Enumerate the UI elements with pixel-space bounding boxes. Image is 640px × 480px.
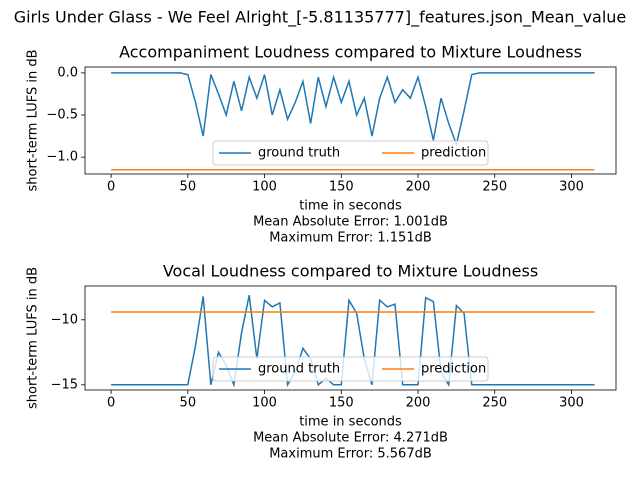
x-tick-label: 200: [406, 396, 431, 411]
axes-frame: [84, 285, 617, 391]
x-tick-label: 100: [252, 396, 277, 411]
y-tick-label: −10: [51, 312, 78, 327]
y-tick-label: −0.5: [46, 108, 78, 123]
y-tick-label: 0.0: [57, 65, 78, 80]
x-tick-label: 250: [482, 396, 507, 411]
x-tick-label: 50: [180, 180, 197, 195]
legend-label: ground truth: [258, 146, 340, 161]
x-tick-label: 0: [107, 180, 115, 195]
legend-frame: [212, 356, 489, 382]
x-tick-label: 250: [482, 180, 507, 195]
x-tick-label: 150: [329, 180, 354, 195]
x-tick-label: 50: [180, 396, 197, 411]
annotation: Maximum Error: 1.151dB: [269, 231, 432, 246]
x-tick-label: 300: [559, 396, 584, 411]
annotation: Mean Absolute Error: 1.001dB: [253, 215, 448, 230]
axes-title: Vocal Loudness compared to Mixture Loudn…: [163, 262, 538, 281]
legend-frame: [212, 140, 489, 166]
x-axis-label: time in seconds: [299, 199, 402, 214]
axes-title: Accompaniment Loudness compared to Mixtu…: [119, 43, 582, 62]
axes-frame: [84, 66, 617, 175]
y-tick-label: −1.0: [46, 150, 78, 165]
y-axis-label: short-term LUFS in dB: [26, 267, 41, 409]
x-tick-label: 200: [406, 180, 431, 195]
data-line: [111, 72, 595, 148]
legend-label: ground truth: [258, 362, 340, 377]
figure-title: Girls Under Glass - We Feel Alright_[-5.…: [14, 8, 627, 28]
y-axis-label: short-term LUFS in dB: [26, 49, 41, 191]
x-tick-label: 300: [559, 180, 584, 195]
data-line: [111, 294, 595, 388]
y-tick-label: −15: [51, 377, 78, 392]
x-tick-label: 100: [252, 180, 277, 195]
legend-label: prediction: [421, 146, 486, 161]
annotation: Mean Absolute Error: 4.271dB: [253, 431, 448, 446]
x-axis-label: time in seconds: [299, 415, 402, 430]
legend-label: prediction: [421, 362, 486, 377]
x-tick-label: 0: [107, 396, 115, 411]
x-tick-label: 150: [329, 396, 354, 411]
annotation: Maximum Error: 5.567dB: [269, 447, 432, 462]
